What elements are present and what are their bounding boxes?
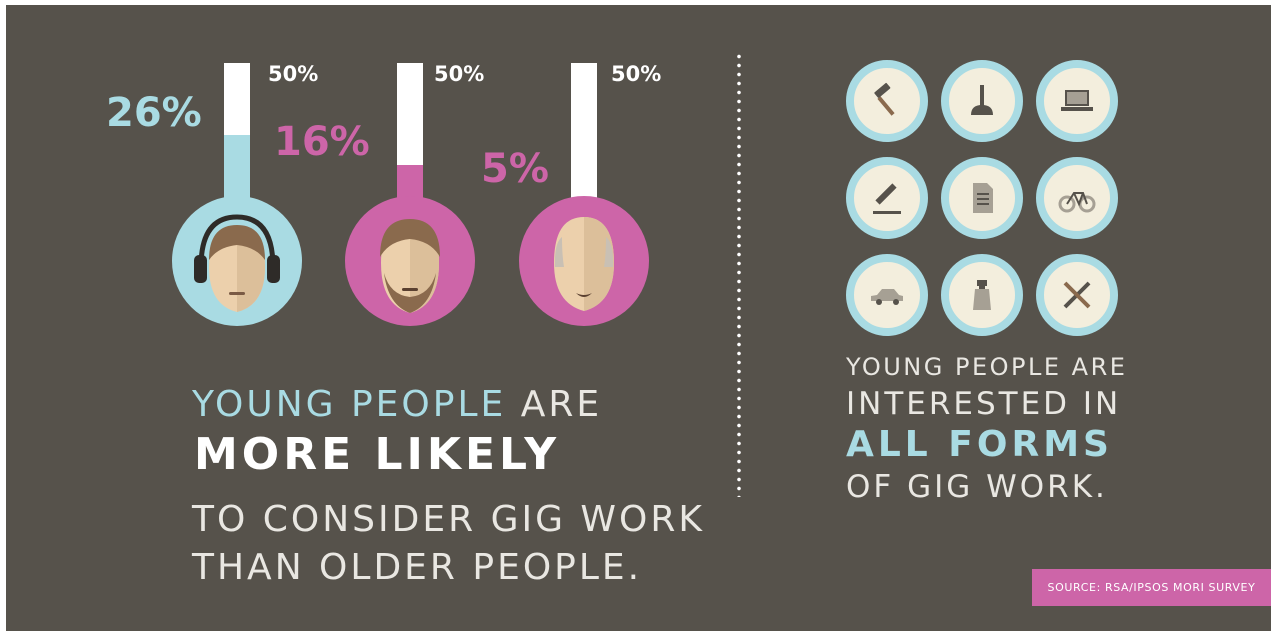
- right-line-2: INTERESTED IN: [846, 386, 1122, 422]
- headline-accent: YOUNG PEOPLE: [192, 384, 507, 425]
- young-face-with-headphones-icon: [194, 214, 280, 312]
- gauge-max-label: 50%: [268, 62, 319, 86]
- gauge-older: [519, 63, 649, 326]
- source-badge: SOURCE: RSA/IPSOS MORI SURVEY: [1032, 569, 1271, 606]
- gig-work-icons: [846, 60, 1118, 340]
- gauge-value-label: 26%: [106, 90, 202, 136]
- gauge-max-label: 50%: [434, 62, 485, 86]
- plunger-icon: [941, 60, 1023, 142]
- gauge-young: [172, 63, 302, 326]
- headline-line-3: TO CONSIDER GIG WORK: [192, 499, 705, 540]
- right-line-1: YOUNG PEOPLE ARE: [846, 353, 1128, 381]
- headline-line-2: MORE LIKELY: [194, 429, 561, 480]
- age-gauges: 50% 50% 50% 26% 16% 5%: [6, 5, 726, 365]
- infographic: 50% 50% 50% 26% 16% 5% YOUNG PEOPLE ARE …: [6, 5, 1271, 631]
- right-line-4: OF GIG WORK.: [846, 469, 1108, 505]
- bearded-face-icon: [380, 219, 440, 313]
- dotted-divider: [737, 52, 741, 497]
- headline-line-1-rest: ARE: [506, 384, 603, 425]
- tools-icon: [1036, 254, 1118, 336]
- car-icon: [846, 254, 928, 336]
- gauge-tube: [571, 63, 597, 213]
- pencil-icon: [846, 157, 928, 239]
- hammer-icon: [846, 60, 928, 142]
- headline-line-1: YOUNG PEOPLE ARE: [192, 387, 602, 423]
- spray-bottle-icon: [941, 254, 1023, 336]
- gauge-middle: [345, 63, 475, 326]
- laptop-icon: [1036, 60, 1118, 142]
- gauge-max-label: 50%: [611, 62, 662, 86]
- right-line-3: ALL FORMS: [846, 424, 1113, 465]
- gauge-graphics: [172, 63, 649, 326]
- bicycle-icon: [1036, 157, 1118, 239]
- gauge-value-label: 16%: [274, 119, 370, 165]
- headline-line-4: THAN OLDER PEOPLE.: [192, 547, 643, 588]
- older-balding-face-icon: [554, 217, 614, 311]
- document-icon: [941, 157, 1023, 239]
- gauge-value-label: 5%: [481, 146, 549, 192]
